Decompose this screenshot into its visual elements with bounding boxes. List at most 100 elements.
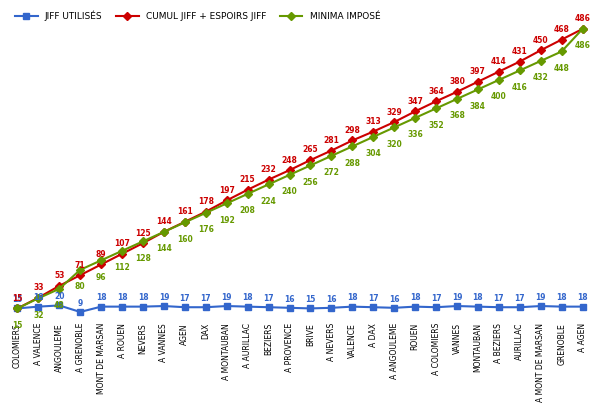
Text: 384: 384	[470, 102, 486, 111]
Text: 18: 18	[347, 294, 358, 303]
Text: 364: 364	[428, 87, 444, 96]
Text: 468: 468	[554, 25, 569, 34]
Text: 16: 16	[326, 294, 337, 303]
JIFF UTILISÉS	[265, 305, 272, 310]
MINIMA IMPOSÉ	[433, 106, 440, 111]
Text: 107: 107	[114, 239, 130, 248]
Text: 16: 16	[284, 294, 295, 303]
CUMUL JIFF + ESPOIRS JIFF	[14, 306, 21, 311]
Text: 448: 448	[554, 64, 569, 73]
MINIMA IMPOSÉ	[223, 201, 230, 206]
Text: 160: 160	[177, 235, 193, 244]
Text: 89: 89	[96, 250, 106, 259]
CUMUL JIFF + ESPOIRS JIFF	[370, 129, 377, 134]
MINIMA IMPOSÉ	[391, 125, 398, 130]
MINIMA IMPOSÉ	[160, 229, 167, 234]
MINIMA IMPOSÉ	[349, 144, 356, 149]
CUMUL JIFF + ESPOIRS JIFF	[495, 69, 502, 74]
Text: 9: 9	[77, 299, 83, 308]
Text: 128: 128	[135, 254, 151, 263]
Text: 32: 32	[33, 311, 44, 320]
CUMUL JIFF + ESPOIRS JIFF	[328, 148, 335, 153]
Text: 304: 304	[365, 149, 381, 158]
Text: 161: 161	[177, 207, 193, 216]
JIFF UTILISÉS	[328, 306, 335, 310]
Text: 18: 18	[410, 294, 421, 303]
Text: 329: 329	[386, 108, 402, 117]
Text: 125: 125	[135, 229, 151, 238]
Text: 15: 15	[12, 295, 23, 304]
JIFF UTILISÉS	[495, 305, 502, 310]
Text: 18: 18	[137, 294, 148, 303]
MINIMA IMPOSÉ	[202, 210, 209, 215]
Text: 368: 368	[449, 111, 465, 120]
Text: 144: 144	[156, 217, 172, 226]
Text: 450: 450	[533, 36, 548, 45]
Text: 18: 18	[33, 294, 44, 303]
CUMUL JIFF + ESPOIRS JIFF	[139, 240, 146, 245]
Text: 347: 347	[407, 97, 423, 106]
JIFF UTILISÉS	[223, 303, 230, 308]
Text: 431: 431	[512, 47, 527, 56]
Text: 176: 176	[198, 225, 214, 234]
CUMUL JIFF + ESPOIRS JIFF	[181, 219, 188, 224]
JIFF UTILISÉS	[118, 304, 125, 309]
CUMUL JIFF + ESPOIRS JIFF	[118, 252, 125, 256]
Text: 18: 18	[556, 294, 567, 303]
Text: 400: 400	[491, 92, 507, 101]
Text: 48: 48	[54, 301, 65, 310]
Text: 215: 215	[240, 175, 256, 184]
Text: 320: 320	[386, 140, 402, 149]
Text: 144: 144	[156, 244, 172, 253]
Text: 16: 16	[389, 294, 400, 303]
Text: 20: 20	[54, 292, 65, 301]
MINIMA IMPOSÉ	[495, 77, 502, 82]
MINIMA IMPOSÉ	[579, 27, 586, 31]
Text: 298: 298	[344, 126, 360, 135]
JIFF UTILISÉS	[433, 305, 440, 310]
Text: 178: 178	[198, 197, 214, 206]
JIFF UTILISÉS	[181, 305, 188, 310]
CUMUL JIFF + ESPOIRS JIFF	[35, 295, 42, 300]
Text: 15: 15	[12, 294, 23, 303]
CUMUL JIFF + ESPOIRS JIFF	[265, 177, 272, 182]
JIFF UTILISÉS	[35, 304, 42, 309]
MINIMA IMPOSÉ	[265, 182, 272, 187]
CUMUL JIFF + ESPOIRS JIFF	[202, 209, 209, 214]
Text: 112: 112	[114, 263, 130, 272]
Text: 17: 17	[431, 294, 442, 303]
Text: 256: 256	[302, 178, 318, 187]
Text: 19: 19	[535, 293, 546, 302]
Text: 53: 53	[54, 271, 64, 280]
Text: 240: 240	[281, 187, 298, 196]
Text: 232: 232	[261, 165, 277, 174]
Text: 15: 15	[305, 295, 316, 304]
Text: 19: 19	[221, 293, 232, 302]
Line: JIFF UTILISÉS: JIFF UTILISÉS	[14, 303, 586, 315]
JIFF UTILISÉS	[412, 304, 419, 309]
Text: 17: 17	[368, 294, 379, 303]
JIFF UTILISÉS	[286, 306, 293, 310]
Text: 15: 15	[12, 321, 23, 330]
MINIMA IMPOSÉ	[286, 173, 293, 178]
Text: 18: 18	[473, 294, 483, 303]
JIFF UTILISÉS	[558, 304, 565, 309]
Legend: JIFF UTILISÉS, CUMUL JIFF + ESPOIRS JIFF, MINIMA IMPOSÉ: JIFF UTILISÉS, CUMUL JIFF + ESPOIRS JIFF…	[11, 7, 384, 25]
MINIMA IMPOSÉ	[98, 258, 105, 263]
Text: 80: 80	[75, 282, 86, 291]
CUMUL JIFF + ESPOIRS JIFF	[475, 79, 482, 84]
Text: 272: 272	[323, 169, 340, 178]
JIFF UTILISÉS	[579, 304, 586, 309]
MINIMA IMPOSÉ	[139, 239, 146, 244]
CUMUL JIFF + ESPOIRS JIFF	[349, 138, 356, 143]
JIFF UTILISÉS	[202, 305, 209, 310]
CUMUL JIFF + ESPOIRS JIFF	[56, 283, 63, 288]
CUMUL JIFF + ESPOIRS JIFF	[160, 229, 167, 234]
JIFF UTILISÉS	[475, 304, 482, 309]
JIFF UTILISÉS	[391, 306, 398, 310]
MINIMA IMPOSÉ	[475, 87, 482, 92]
MINIMA IMPOSÉ	[118, 248, 125, 253]
JIFF UTILISÉS	[98, 304, 105, 309]
CUMUL JIFF + ESPOIRS JIFF	[223, 198, 230, 203]
Text: 17: 17	[263, 294, 274, 303]
